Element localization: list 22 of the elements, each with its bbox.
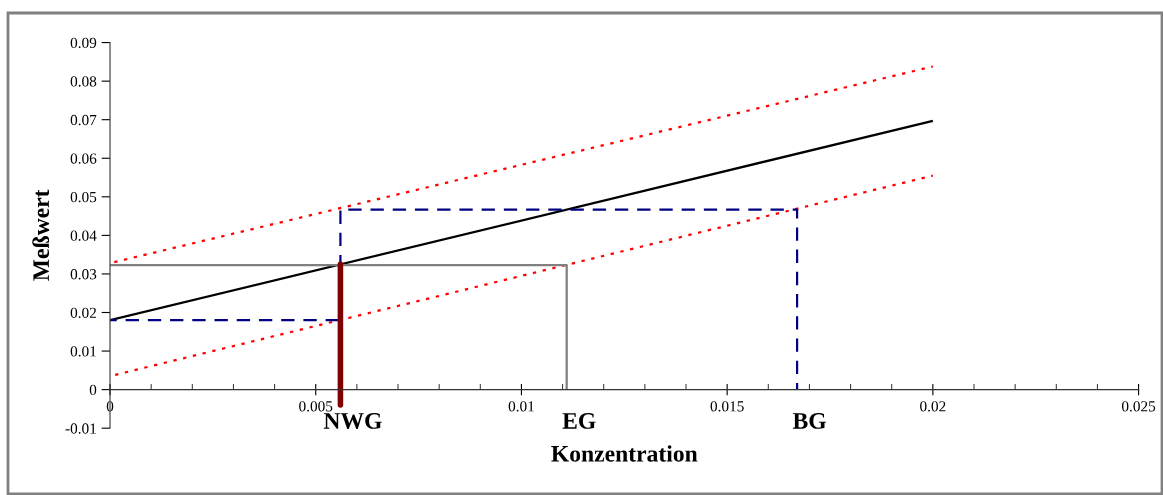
y-tick-label: -0.01 (65, 423, 96, 434)
x-tick-label: 0 (106, 401, 114, 412)
x-tick-label: 0.01 (508, 401, 534, 412)
y-tick-label: 0.05 (70, 191, 97, 203)
annotation: BG (792, 412, 827, 429)
y-axis-title: Meßwert (32, 189, 50, 281)
y-tick-label: 0.06 (70, 153, 97, 164)
y-tick-label: 0.04 (70, 230, 97, 241)
y-tick-label: 0.08 (70, 76, 97, 87)
x-tick-label: 0.015 (710, 401, 744, 412)
annotation: NWG (323, 412, 382, 429)
x-tick-label: 0.02 (920, 401, 946, 412)
y-tick-label: 0.09 (70, 37, 97, 49)
x-axis-title: Konzentration (551, 445, 698, 462)
y-tick-label: 0 (89, 384, 97, 396)
x-tick-label: 0.005 (299, 401, 333, 412)
y-tick-label: 0.07 (70, 114, 97, 126)
x-tick-label: 0.025 (1121, 401, 1156, 412)
y-tick-label: 0.01 (70, 346, 96, 357)
y-tick-label: 0.02 (70, 307, 96, 319)
annotation: EG (562, 412, 596, 429)
y-tick-label: 0.03 (70, 269, 97, 280)
